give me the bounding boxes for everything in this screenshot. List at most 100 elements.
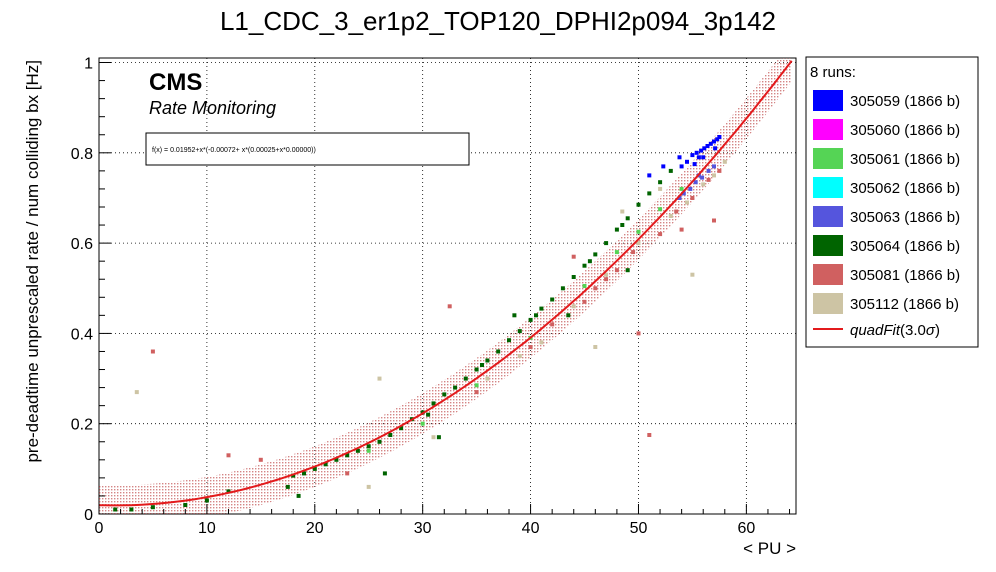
data-point — [681, 191, 686, 196]
data-point — [150, 349, 155, 354]
data-point — [708, 141, 713, 146]
data-point — [302, 471, 306, 476]
legend-label: 305064 (1866 b) — [850, 238, 960, 255]
x-axis-title: < PU > — [743, 539, 796, 558]
data-point — [539, 340, 544, 345]
data-point — [636, 241, 641, 246]
legend-label: 305061 (1866 b) — [850, 151, 960, 168]
data-point — [226, 489, 231, 494]
data-point — [658, 186, 663, 191]
data-point — [183, 503, 188, 507]
data-point — [517, 354, 522, 358]
data-point — [694, 150, 699, 155]
data-point — [693, 180, 698, 185]
data-point — [636, 229, 641, 234]
data-point — [345, 471, 350, 476]
data-point — [571, 254, 576, 259]
data-point — [550, 322, 555, 327]
data-point — [366, 484, 371, 489]
data-point — [436, 435, 441, 440]
data-point — [661, 164, 666, 169]
data-point — [685, 159, 689, 164]
data-point — [685, 200, 689, 205]
data-point — [705, 144, 710, 148]
data-point — [658, 207, 663, 212]
data-point — [296, 493, 301, 498]
data-point — [701, 155, 706, 160]
data-point — [453, 385, 458, 390]
data-point — [715, 137, 720, 142]
data-point — [674, 209, 679, 214]
data-point — [614, 227, 619, 232]
data-point — [717, 135, 722, 139]
chart-title: L1_CDC_3_er1p2_TOP120_DPHI2p094_3p142 — [220, 6, 776, 36]
data-point — [366, 444, 371, 449]
data-point — [593, 252, 598, 257]
data-point — [679, 227, 684, 232]
data-point — [696, 155, 701, 160]
data-point — [625, 216, 630, 221]
data-point — [647, 173, 652, 178]
data-point — [507, 338, 511, 343]
data-point — [431, 401, 436, 406]
axes: 0 10 20 30 40 50 60 0 0.2 0.4 0.6 0.8 1 — [71, 56, 791, 537]
legend: 8 runs: 305059 (1866 b) 305060 (1866 b) 30… — [805, 56, 979, 348]
fit-line — [98, 60, 793, 507]
data-point — [679, 186, 684, 191]
grid — [99, 58, 796, 514]
y-tick-label: 0.4 — [71, 326, 93, 343]
data-point — [528, 317, 533, 322]
data-point — [668, 168, 673, 173]
legend-label: 305063 (1866 b) — [850, 209, 960, 226]
data-point — [204, 498, 209, 503]
data-point — [636, 331, 641, 336]
data-point — [226, 453, 231, 458]
data-point — [485, 358, 490, 363]
y-tick-label: 0.6 — [71, 236, 93, 253]
data-point — [717, 168, 722, 173]
data-point — [377, 439, 382, 444]
data-point — [593, 286, 598, 291]
data-point — [582, 299, 587, 304]
data-point — [447, 304, 452, 309]
data-point — [517, 329, 522, 334]
data-point — [614, 250, 619, 255]
fit-band-area — [99, 58, 792, 514]
x-tick-label: 50 — [630, 520, 648, 537]
fit-formula-box — [145, 132, 470, 166]
data-point — [604, 272, 609, 277]
data-point — [688, 186, 693, 191]
data-point — [355, 448, 360, 453]
y-tick-label: 0 — [84, 507, 93, 524]
data-point — [582, 284, 587, 288]
data-point — [571, 304, 576, 309]
data-point — [636, 202, 641, 207]
data-point — [474, 383, 479, 388]
data-point — [312, 466, 317, 471]
data-point — [480, 363, 484, 367]
x-tick-label: 20 — [306, 520, 324, 537]
data-point — [366, 448, 371, 453]
data-point — [129, 507, 134, 512]
x-tick-label: 0 — [95, 520, 104, 537]
legend-swatch — [813, 119, 843, 140]
data-point — [647, 191, 652, 196]
data-point — [620, 209, 625, 214]
data-point — [677, 196, 682, 200]
data-point — [571, 275, 576, 279]
data-point — [528, 345, 533, 349]
legend-label: 305059 (1866 b) — [850, 93, 960, 110]
data-point — [700, 175, 705, 180]
legend-swatch — [813, 235, 843, 256]
data-point — [388, 433, 393, 437]
data-point — [699, 148, 704, 153]
data-point — [258, 457, 263, 462]
data-point — [560, 286, 565, 291]
x-tick-label: 10 — [198, 520, 216, 537]
data-point — [593, 345, 598, 349]
data-point — [712, 218, 716, 223]
data-point — [345, 453, 350, 458]
data-point — [566, 313, 571, 318]
data-point — [692, 162, 697, 167]
data-point — [463, 376, 468, 381]
